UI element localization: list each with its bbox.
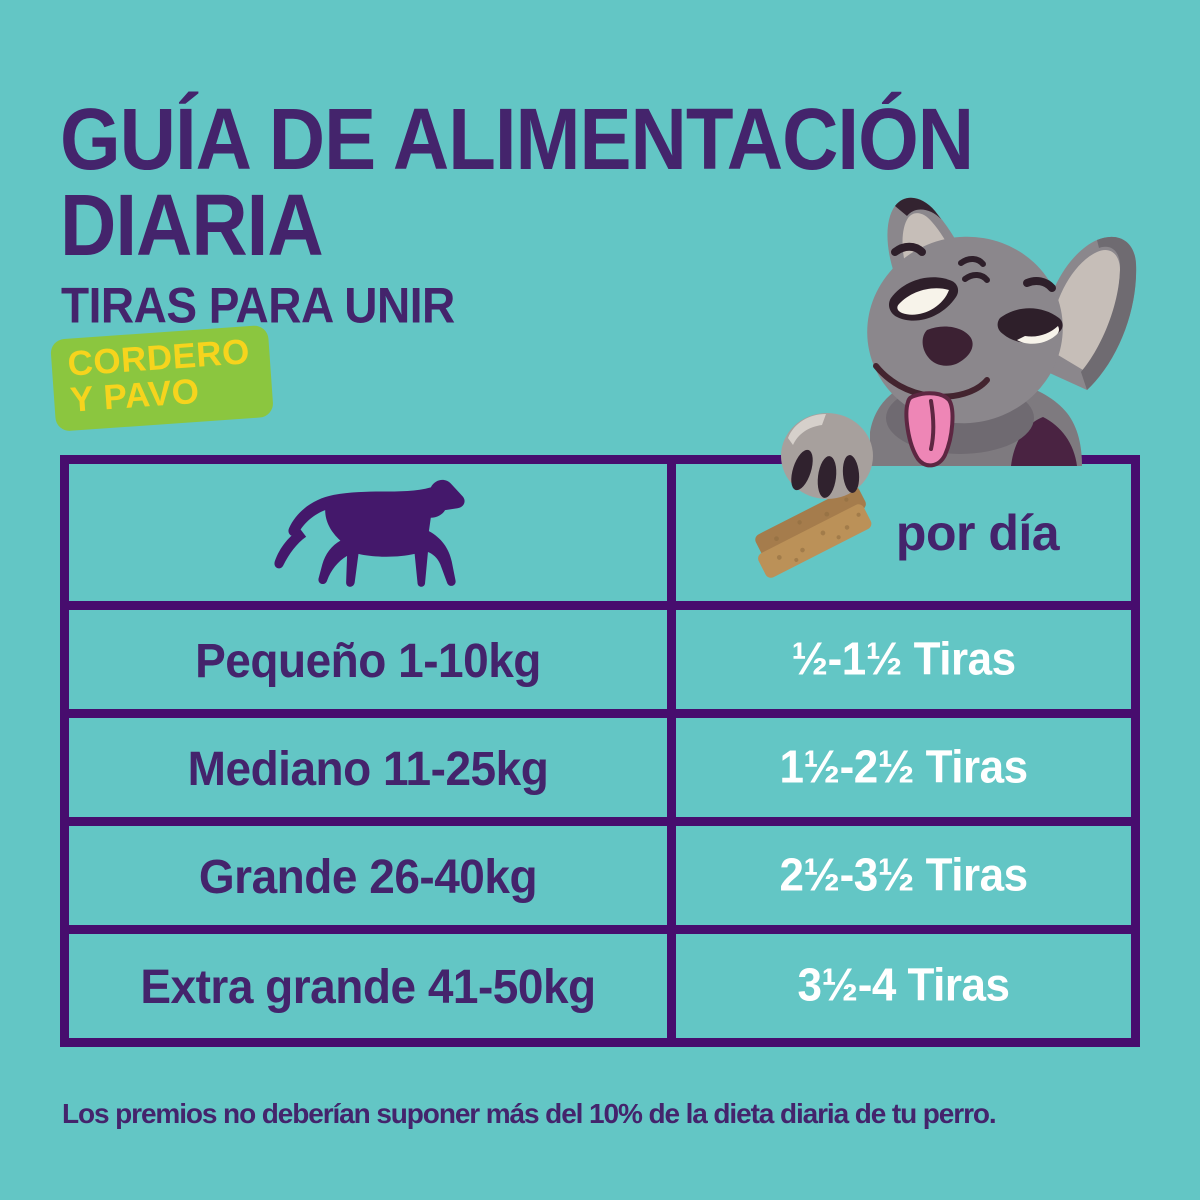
table-row-size-cell: Mediano 11-25kg	[69, 718, 667, 817]
table-row-amount-cell: 1½-2½ Tiras	[676, 718, 1131, 817]
page-title-line2: DIARIA	[60, 175, 324, 275]
treat-amount-label: 1½-2½ Tiras	[779, 741, 1028, 793]
table-row-amount-cell: 2½-3½ Tiras	[676, 826, 1131, 925]
per-day-label: por día	[895, 504, 1060, 561]
treat-amount-label: 2½-3½ Tiras	[779, 849, 1028, 901]
feeding-guide-table: por día Pequeño 1-10kg ½-1½ Tiras Median…	[60, 455, 1140, 1047]
treat-amount-label: ½-1½ Tiras	[791, 633, 1016, 685]
table-row-amount-cell: 3½-4 Tiras	[676, 934, 1131, 1038]
page-subtitle: TIRAS PARA UNIR	[61, 277, 455, 334]
dog-size-label: Pequeño 1-10kg	[195, 632, 541, 687]
dog-size-label: Mediano 11-25kg	[187, 740, 549, 795]
table-row-size-cell: Pequeño 1-10kg	[69, 610, 667, 709]
treat-sticks-icon	[755, 485, 872, 578]
dog-size-label: Extra grande 41-50kg	[140, 958, 596, 1014]
table-row-size-cell: Grande 26-40kg	[69, 826, 667, 925]
dog-silhouette-icon	[274, 479, 465, 587]
flavour-badge: CORDERO Y PAVO	[50, 324, 275, 432]
page-title-line1: GUÍA DE ALIMENTACIÓN	[60, 89, 974, 188]
table-header-perday-cell: por día	[676, 464, 1131, 601]
footer-disclaimer: Los premios no deberían suponer más del …	[62, 1098, 997, 1129]
page-title: GUÍA DE ALIMENTACIÓN DIARIA	[60, 89, 974, 275]
treat-amount-label: 3½-4 Tiras	[797, 959, 1010, 1012]
table-row-amount-cell: ½-1½ Tiras	[676, 610, 1131, 709]
dog-size-label: Grande 26-40kg	[198, 848, 538, 903]
french-bulldog-mascot-illustration	[781, 197, 1137, 499]
table-row-size-cell: Extra grande 41-50kg	[69, 934, 667, 1038]
table-header-dog-cell	[69, 464, 667, 601]
